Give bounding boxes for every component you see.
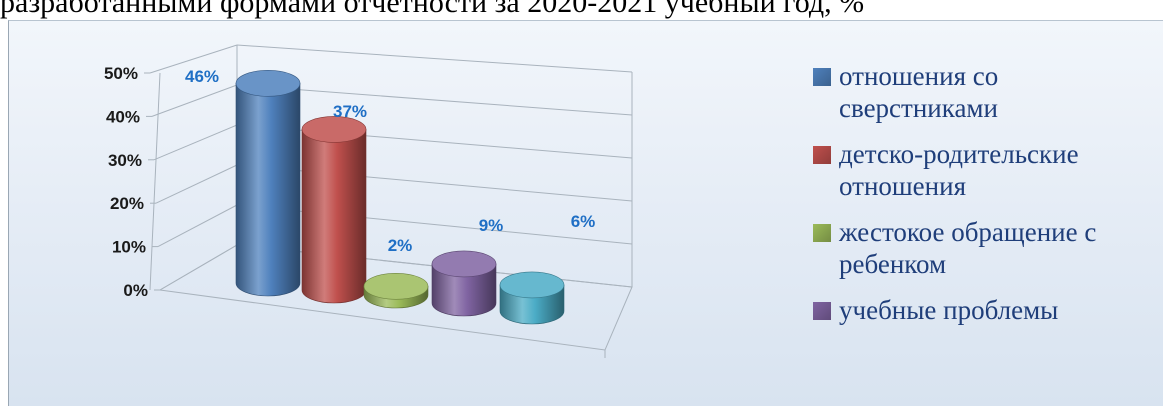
data-label: 2% <box>388 236 413 255</box>
legend-label: жестокое обращение с ребенком <box>839 217 1097 279</box>
gridline-back <box>236 44 633 73</box>
bar <box>431 263 497 317</box>
bar-top <box>431 250 497 278</box>
gridline-side <box>151 84 238 117</box>
chart-plot: 0% 10% 20% 30% 40% 50% 46% 37% 2% 9% 6% <box>104 44 633 358</box>
chart-panel <box>8 20 1163 406</box>
gridline-side <box>155 164 238 204</box>
legend-swatch <box>813 146 831 164</box>
data-label: 46% <box>185 67 219 86</box>
data-label: 6% <box>571 212 596 231</box>
y-tick-label: 50% <box>104 64 138 83</box>
gridline-back <box>236 84 633 116</box>
gridline-side <box>153 124 238 161</box>
y-tick-label: 0% <box>123 281 148 300</box>
y-axis-line <box>149 72 161 291</box>
y-tick-label: 20% <box>110 194 144 213</box>
bar <box>235 83 301 297</box>
chart-title-fragment: разработанными формами отчетности за 202… <box>0 0 865 19</box>
y-tick-label: 10% <box>112 238 146 257</box>
legend-swatch <box>813 302 831 320</box>
bar-top <box>363 273 429 300</box>
chart-legend: отношения со сверстниками детско-родител… <box>795 60 1155 340</box>
legend-swatch <box>813 224 831 242</box>
y-tick-label: 30% <box>108 151 142 170</box>
bar <box>301 129 367 304</box>
legend-item: учебные проблемы <box>795 294 1155 326</box>
data-label: 37% <box>333 102 367 121</box>
gridline-side <box>157 204 238 248</box>
gridline-side <box>159 244 238 291</box>
gridline-side <box>149 44 238 74</box>
legend-label: отношения со сверстниками <box>839 61 999 123</box>
bar-top <box>301 116 367 143</box>
data-label: 9% <box>479 216 504 235</box>
legend-label: детско-родительские отношения <box>839 139 1079 201</box>
bar-top <box>499 271 565 299</box>
legend-item: жестокое обращение с ребенком <box>795 216 1155 280</box>
bar-top <box>235 70 301 97</box>
legend-item: детско-родительские отношения <box>795 138 1155 202</box>
legend-label: учебные проблемы <box>839 295 1059 325</box>
y-tick-label: 40% <box>106 107 140 126</box>
legend-swatch <box>813 68 831 86</box>
legend-item: отношения со сверстниками <box>795 60 1155 124</box>
